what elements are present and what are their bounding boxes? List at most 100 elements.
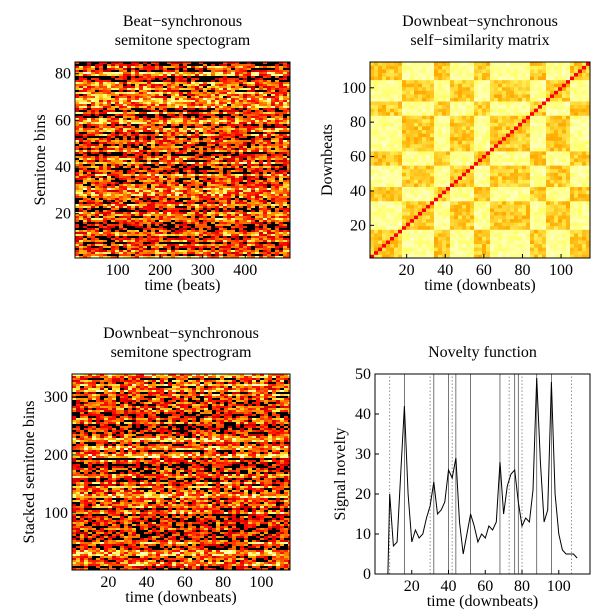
heatmap-cell [111,64,115,66]
heatmap-cell [107,206,111,208]
heatmap-cell [215,166,219,168]
heatmap-cell [406,62,410,66]
heatmap-cell [267,168,271,170]
heatmap-cell [199,170,203,172]
heatmap-cell [175,106,179,108]
heatmap-cell [95,84,99,86]
heatmap-cell [83,94,87,96]
heatmap-cell [75,224,79,226]
heatmap-cell [87,252,91,254]
heatmap-cell [207,190,211,192]
heatmap-cell [283,82,287,84]
heatmap-cell [199,232,203,234]
heatmap-cell [211,80,215,82]
heatmap-cell [151,202,155,204]
heatmap-cell [147,170,151,172]
heatmap-cell [79,236,83,238]
heatmap-cell [283,226,287,228]
heatmap-cell [159,86,163,88]
heatmap-cell [410,115,414,119]
heatmap-cell [159,116,163,118]
heatmap-cell [139,194,143,196]
heatmap-cell [386,158,390,162]
heatmap-cell [227,154,231,156]
heatmap-cell [191,214,195,216]
heatmap-cell [259,198,263,200]
heatmap-cell [179,208,183,210]
heatmap-cell [75,182,79,184]
heatmap-cell [159,134,163,136]
heatmap-cell [207,234,211,236]
heatmap-cell [107,216,111,218]
heatmap-cell [91,228,95,230]
heatmap-cell [247,130,251,132]
heatmap-cell [119,112,123,114]
heatmap-cell [151,176,155,178]
heatmap-cell [406,112,410,116]
heatmap-cell [410,169,414,173]
heatmap-cell [183,204,187,206]
heatmap-cell [79,68,83,70]
heatmap-cell [211,178,215,180]
heatmap-cell [251,220,255,222]
heatmap-cell [91,240,95,242]
heatmap-cell [107,252,111,254]
heatmap-cell [99,250,103,252]
heatmap-cell [247,180,251,182]
heatmap-cell [374,172,378,176]
heatmap-cell [227,74,231,76]
heatmap-cell [91,224,95,226]
heatmap-cell [207,180,211,182]
heatmap-cell [131,78,135,80]
heatmap-cell [179,150,183,152]
heatmap-cell [115,214,119,216]
heatmap-cell [147,134,151,136]
heatmap-cell [155,194,159,196]
heatmap-cell [79,100,83,102]
heatmap-cell [386,240,390,244]
heatmap-cell [402,172,406,176]
heatmap-cell [135,160,139,162]
heatmap-cell [99,64,103,66]
heatmap-cell [231,230,235,232]
heatmap-cell [115,250,119,252]
heatmap-cell [382,80,386,84]
heatmap-cell [374,158,378,162]
heatmap-cell [139,234,143,236]
heatmap-cell [143,88,147,90]
heatmap-cell [167,78,171,80]
heatmap-cell [183,82,187,84]
heatmap-cell [231,218,235,220]
heatmap-cell [167,140,171,142]
heatmap-cell [103,246,107,248]
heatmap-cell [255,182,259,184]
heatmap-cell [87,90,91,92]
heatmap-cell [414,87,418,91]
heatmap-cell [91,128,95,130]
heatmap-cell [143,116,147,118]
heatmap-cell [191,250,195,252]
heatmap-cell [151,220,155,222]
heatmap-cell [239,216,243,218]
heatmap-cell [219,198,223,200]
heatmap-cell [211,68,215,70]
heatmap-cell [87,232,91,234]
heatmap-cell [151,232,155,234]
heatmap-cell [199,102,203,104]
heatmap-cell [207,156,211,158]
heatmap-cell [231,136,235,138]
heatmap-cell [75,128,79,130]
heatmap-cell [267,98,271,100]
heatmap-cell [171,228,175,230]
heatmap-cell [227,72,231,74]
heatmap-cell [87,86,91,88]
heatmap-cell [247,94,251,96]
heatmap-cell [247,120,251,122]
heatmap-cell [103,160,107,162]
heatmap-cell [215,140,219,142]
heatmap-cell [263,130,267,132]
heatmap-cell [275,232,279,234]
heatmap-cell [414,240,418,244]
heatmap-cell [390,176,394,180]
heatmap-cell [271,184,275,186]
